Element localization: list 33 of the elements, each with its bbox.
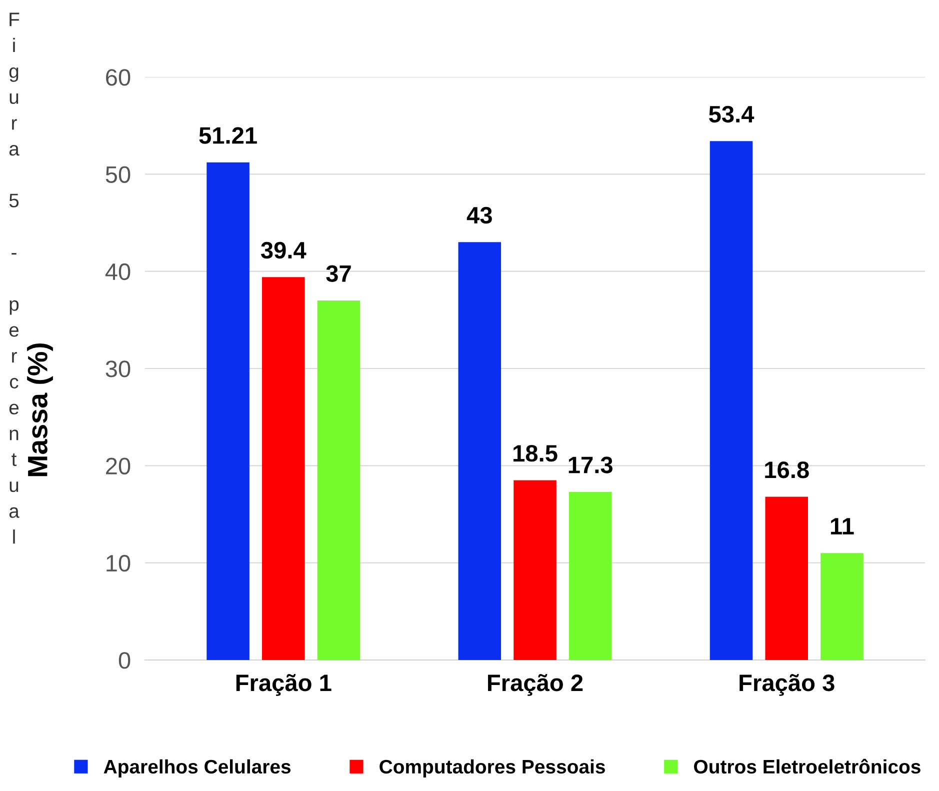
bar <box>568 492 612 660</box>
bar <box>765 496 808 660</box>
bar <box>317 300 360 660</box>
y-tick-label: 50 <box>106 166 130 183</box>
bar <box>820 553 864 660</box>
data-label: 17.3 <box>568 456 612 474</box>
bar <box>458 242 502 660</box>
x-tick-label: Fração 2 <box>488 674 583 696</box>
data-label: 16.8 <box>765 461 809 478</box>
bar <box>262 277 305 660</box>
x-tick-label: Fração 3 <box>740 674 834 696</box>
y-tick-label: 10 <box>106 554 130 572</box>
y-axis-title: Massa (%) <box>27 343 53 476</box>
y-tick-label: 0 <box>118 652 130 669</box>
y-tick-label: 40 <box>105 263 130 280</box>
y-tick-label: 30 <box>106 360 130 378</box>
legend-label: Computadores Pessoais <box>380 759 605 778</box>
data-label: 43 <box>466 206 492 224</box>
bar <box>514 480 556 660</box>
legend-label: Outros Eletroeletrônicos <box>694 758 920 774</box>
text: Figura 5 - percentual <box>9 12 20 544</box>
data-label: 51.21 <box>199 127 257 144</box>
x-tick-label: Fração 1 <box>236 674 332 696</box>
data-label: 37 <box>326 265 351 282</box>
data-label: 11 <box>830 518 854 534</box>
y-tick-label: 20 <box>106 458 130 474</box>
legend-label: Aparelhos Celulares <box>104 759 291 778</box>
bar <box>710 141 753 660</box>
bar <box>206 162 250 660</box>
data-label: 53.4 <box>709 106 754 123</box>
data-label: 39.4 <box>260 242 306 259</box>
y-tick-label: 60 <box>106 69 130 86</box>
data-label: 18.5 <box>514 444 558 462</box>
